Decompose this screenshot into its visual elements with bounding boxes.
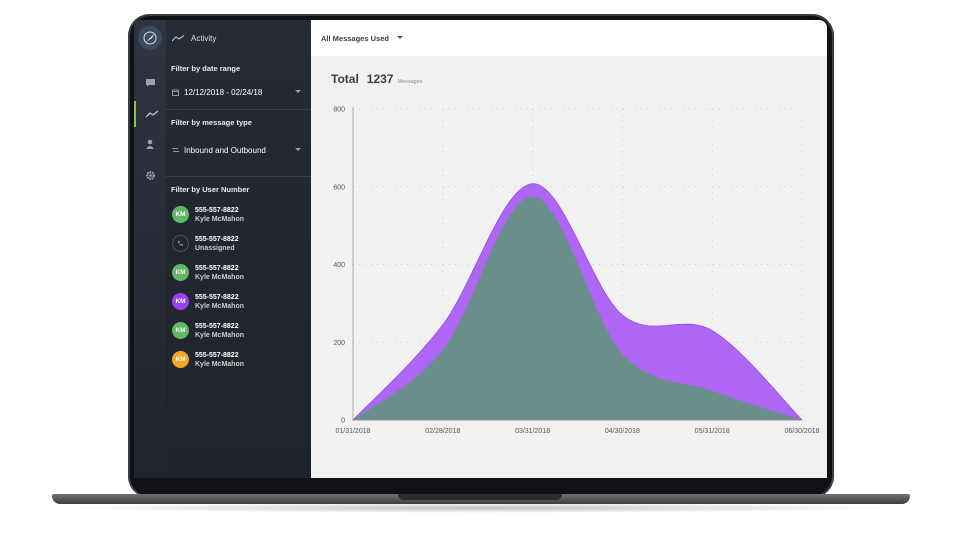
avatar: KM <box>172 206 189 223</box>
avatar: KM <box>172 351 189 368</box>
user-list: KM 555-557-8822 Kyle McMahon 555-557-8822… <box>166 200 311 374</box>
avatar: KM <box>172 322 189 339</box>
user-number: 555-557-8822 <box>195 264 239 272</box>
x-tick-label: 03/31/2018 <box>515 428 550 435</box>
user-icon[interactable] <box>134 131 166 157</box>
icon-rail <box>134 20 166 478</box>
message-type-value: Inbound and Outbound <box>184 145 266 155</box>
calendar-icon <box>172 89 179 96</box>
date-range-value: 12/12/2018 - 02/24/18 <box>184 87 263 97</box>
avatar: KM <box>172 264 189 281</box>
trend-icon <box>172 34 184 41</box>
series-area-1 <box>353 196 802 420</box>
user-list-item[interactable]: 555-557-8822 Unassigned <box>166 229 311 258</box>
y-tick-label: 0 <box>341 418 345 425</box>
x-tick-label: 01/31/2018 <box>335 428 370 435</box>
area-chart: 0 200 400 600 800 01/31/2018 02/28/2018 03/31/2… <box>333 107 819 436</box>
user-name: Kyle McMahon <box>195 302 245 310</box>
phone-icon <box>172 235 189 252</box>
user-number: 555-557-8822 <box>195 351 239 359</box>
user-name: Kyle McMahon <box>195 360 245 368</box>
date-filter-title: Filter by date range <box>171 64 241 73</box>
user-name: Kyle McMahon <box>195 273 245 281</box>
y-tick-label: 400 <box>333 262 345 269</box>
message-type-select[interactable]: Inbound and Outbound <box>166 140 311 160</box>
metric-select[interactable]: All Messages Used <box>311 20 827 56</box>
app-screen: Activity Filter by date range 12/12/2018… <box>134 20 827 478</box>
user-list-item[interactable]: KM 555-557-8822 Kyle McMahon <box>166 200 311 229</box>
avatar: KM <box>172 293 189 310</box>
total-unit: Messages <box>397 79 423 85</box>
user-list-item[interactable]: KM 555-557-8822 Kyle McMahon <box>166 345 311 374</box>
total-summary: Total 1237 Messages <box>331 72 423 86</box>
nav-title: Activity <box>191 33 217 43</box>
user-filter-title: Filter by User Number <box>171 185 250 194</box>
swap-icon <box>172 148 179 152</box>
laptop-notch <box>398 494 562 500</box>
y-tick-label: 600 <box>333 184 345 191</box>
user-number: 555-557-8822 <box>195 235 239 243</box>
user-list-item[interactable]: KM 555-557-8822 Kyle McMahon <box>166 258 311 287</box>
x-tick-label: 06/30/2018 <box>784 428 819 435</box>
chevron-down-icon <box>396 36 403 39</box>
divider <box>166 109 311 110</box>
chevron-down-icon <box>295 148 301 151</box>
y-tick-label: 800 <box>333 107 345 114</box>
user-number: 555-557-8822 <box>195 322 239 330</box>
total-value: 1237 <box>366 72 394 86</box>
chat-icon[interactable] <box>134 70 166 96</box>
user-name: Unassigned <box>195 244 235 252</box>
filter-sidebar: Activity Filter by date range 12/12/2018… <box>166 20 311 478</box>
date-range-select[interactable]: 12/12/2018 - 02/24/18 <box>166 82 311 102</box>
user-list-item[interactable]: KM 555-557-8822 Kyle McMahon <box>166 316 311 345</box>
user-name: Kyle McMahon <box>195 215 245 223</box>
user-number: 555-557-8822 <box>195 293 239 301</box>
nav-activity[interactable]: Activity <box>166 20 311 56</box>
user-number: 555-557-8822 <box>195 206 239 214</box>
chevron-down-icon <box>295 90 301 93</box>
x-tick-label: 02/28/2018 <box>425 428 460 435</box>
laptop-shadow <box>60 503 902 513</box>
chart-panel: Total 1237 Messages 0 200 400 600 800 01/31/2… <box>311 56 827 478</box>
x-tick-label: 05/31/2018 <box>695 428 730 435</box>
user-list-item[interactable]: KM 555-557-8822 Kyle McMahon <box>166 287 311 316</box>
settings-icon[interactable] <box>134 162 166 188</box>
divider <box>166 176 311 177</box>
metric-select-label: All Messages Used <box>321 33 389 43</box>
x-tick-label: 04/30/2018 <box>605 428 640 435</box>
total-label: Total <box>331 72 359 86</box>
type-filter-title: Filter by message type <box>171 118 252 127</box>
user-name: Kyle McMahon <box>195 331 245 339</box>
activity-icon[interactable] <box>134 101 168 127</box>
app-logo-icon[interactable] <box>138 26 162 50</box>
y-tick-label: 200 <box>333 340 345 347</box>
